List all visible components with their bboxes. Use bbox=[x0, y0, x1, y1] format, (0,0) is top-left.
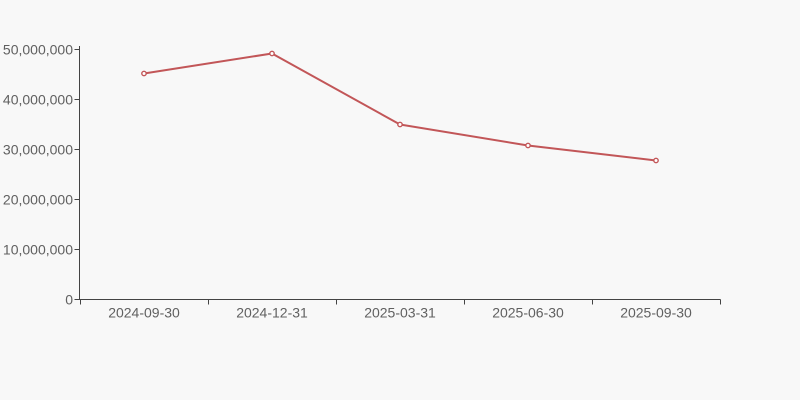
data-point[interactable] bbox=[269, 50, 275, 57]
x-axis-tick-label: 2024-12-31 bbox=[236, 305, 308, 321]
y-axis-tick-label: 30,000,000 bbox=[3, 142, 73, 158]
x-axis-tick-label: 2025-06-30 bbox=[492, 305, 564, 321]
y-axis-tick-label: 20,000,000 bbox=[3, 192, 73, 208]
y-axis-tick-label: 0 bbox=[65, 292, 73, 308]
data-point[interactable] bbox=[397, 121, 403, 128]
series-line bbox=[143, 52, 657, 162]
x-axis-tick-label: 2025-03-31 bbox=[364, 305, 436, 321]
x-axis-tick-label: 2024-09-30 bbox=[108, 305, 180, 321]
data-point[interactable] bbox=[525, 142, 531, 149]
y-axis-tick-label: 50,000,000 bbox=[3, 42, 73, 58]
x-axis-tick-label: 2025-09-30 bbox=[620, 305, 692, 321]
y-axis-tick-label: 10,000,000 bbox=[3, 242, 73, 258]
y-axis-tick-label: 40,000,000 bbox=[3, 92, 73, 108]
data-point[interactable] bbox=[141, 70, 147, 77]
data-point[interactable] bbox=[653, 157, 659, 164]
